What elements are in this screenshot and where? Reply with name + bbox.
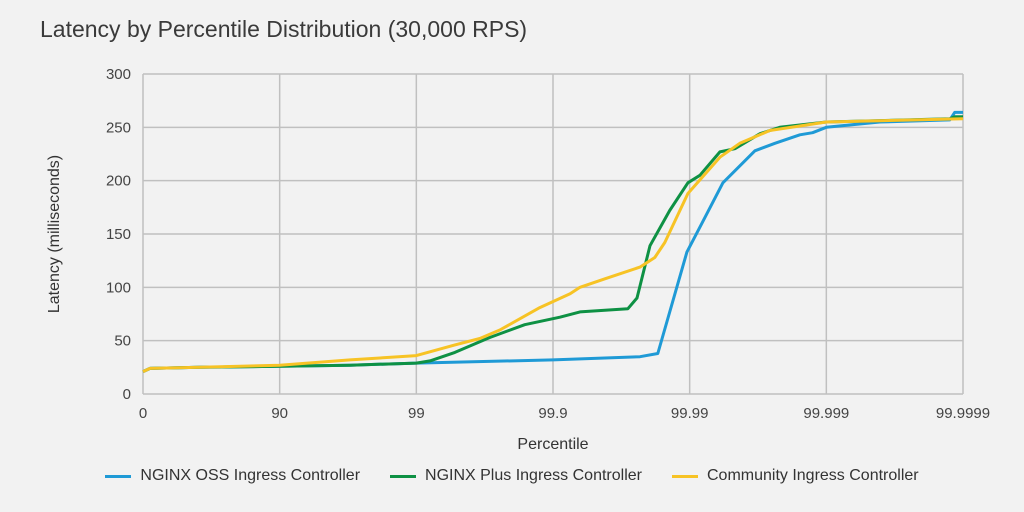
y-tick-label: 200 [106,173,131,190]
x-tick-label: 99.999 [803,405,849,422]
y-tick-label: 150 [106,226,131,243]
y-tick-label: 250 [106,119,131,136]
legend-item: Community Ingress Controller [671,467,919,485]
legend: NGINX OSS Ingress Controller NGINX Plus I… [0,467,1024,485]
x-tick-labels: 0 90 99 99.9 99.99 99.999 99.9999 [139,405,990,422]
chart-title: Latency by Percentile Distribution (30,0… [40,16,528,42]
x-tick-label: 99.9 [538,405,567,422]
legend-swatch [671,474,698,478]
y-tick-label: 300 [106,66,131,83]
y-axis-label: Latency (milliseconds) [46,155,63,313]
y-tick-label: 50 [114,333,131,350]
x-tick-label: 90 [271,405,288,422]
x-tick-label: 0 [139,405,147,422]
grid [142,73,964,395]
x-tick-label: 99.99 [671,405,709,422]
x-tick-label: 99.9999 [936,405,990,422]
y-tick-label: 100 [106,279,131,296]
series-line-2 [142,117,964,373]
legend-item: NGINX OSS Ingress Controller [105,467,360,485]
legend-item: NGINX Plus Ingress Controller [390,467,642,485]
x-axis-label: Percentile [517,436,588,453]
x-tick-label: 99 [408,405,425,422]
y-tick-label: 0 [123,386,131,403]
series-lines [142,110,964,373]
legend-swatch [105,474,132,478]
legend-label: NGINX Plus Ingress Controller [425,467,642,484]
y-tick-labels: 0 50 100 150 200 250 300 [106,66,131,403]
legend-label: NGINX OSS Ingress Controller [140,467,361,484]
legend-swatch [390,474,417,478]
legend-label: Community Ingress Controller [706,467,919,484]
